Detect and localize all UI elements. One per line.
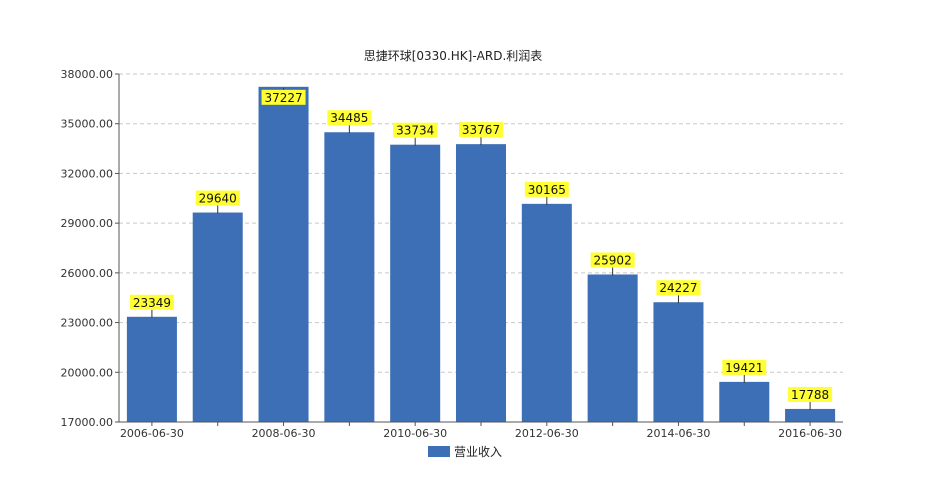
data-label: 29640 (199, 192, 237, 206)
data-label-box (129, 294, 174, 310)
y-tick-label: 23000.00 (61, 317, 114, 330)
x-tick-label: 2008-06-30 (252, 427, 316, 440)
bar (653, 302, 704, 422)
bar (390, 144, 441, 422)
x-tick-label: 2014-06-30 (646, 427, 710, 440)
x-tick-label: 2010-06-30 (383, 427, 447, 440)
data-label: 17788 (791, 388, 829, 402)
x-axis: 2006-06-30 2008-06-30 2010-06-30 2012-06-30… (119, 421, 843, 440)
data-label-box (261, 89, 306, 105)
bars (126, 86, 836, 422)
y-tick-label: 38000.00 (61, 68, 114, 81)
data-label-box (327, 110, 372, 126)
y-tick-label: 17000.00 (61, 416, 114, 429)
data-label: 25902 (594, 253, 632, 267)
bar (521, 203, 572, 422)
data-label-box (590, 252, 635, 268)
bar (258, 86, 309, 422)
data-label-box (788, 386, 833, 402)
data-label-box (722, 359, 767, 375)
data-label: 24227 (659, 281, 697, 295)
y-tick-label: 32000.00 (61, 167, 114, 180)
bar (126, 316, 177, 422)
data-label: 37227 (264, 91, 302, 105)
bar (785, 408, 836, 422)
data-label-box (656, 280, 701, 296)
data-label: 34485 (330, 111, 368, 125)
data-labels: 23349 29640 37227 34485 33734 33767 30165 25902… (129, 87, 833, 410)
data-label: 23349 (133, 296, 171, 310)
data-label: 30165 (528, 183, 566, 197)
y-axis: 17000.00 20000.00 23000.00 26000.00 29000.00… (61, 68, 120, 429)
y-tick-label: 35000.00 (61, 118, 114, 131)
chart-title: 思捷环球[0330.HK]-ARD.利润表 (364, 49, 543, 63)
data-label-box (393, 122, 438, 138)
legend: 营业收入 (428, 445, 502, 459)
x-tick-label: 2016-06-30 (778, 427, 842, 440)
bar (587, 274, 638, 422)
y-tick-label: 29000.00 (61, 217, 114, 230)
legend-label: 营业收入 (454, 445, 502, 459)
data-label: 19421 (725, 361, 763, 375)
x-tick-label: 2006-06-30 (120, 427, 184, 440)
legend-swatch (428, 446, 450, 457)
data-label-box (195, 190, 240, 206)
bar (719, 381, 770, 422)
data-label-box (459, 122, 503, 138)
data-label-box (524, 181, 569, 197)
data-label: 33734 (396, 124, 434, 138)
y-tick-label: 20000.00 (61, 366, 114, 379)
bar (192, 212, 243, 422)
bar (324, 132, 375, 422)
y-tick-label: 26000.00 (61, 267, 114, 280)
x-tick-label: 2012-06-30 (515, 427, 579, 440)
data-label: 33767 (462, 123, 500, 137)
bar (455, 144, 507, 422)
